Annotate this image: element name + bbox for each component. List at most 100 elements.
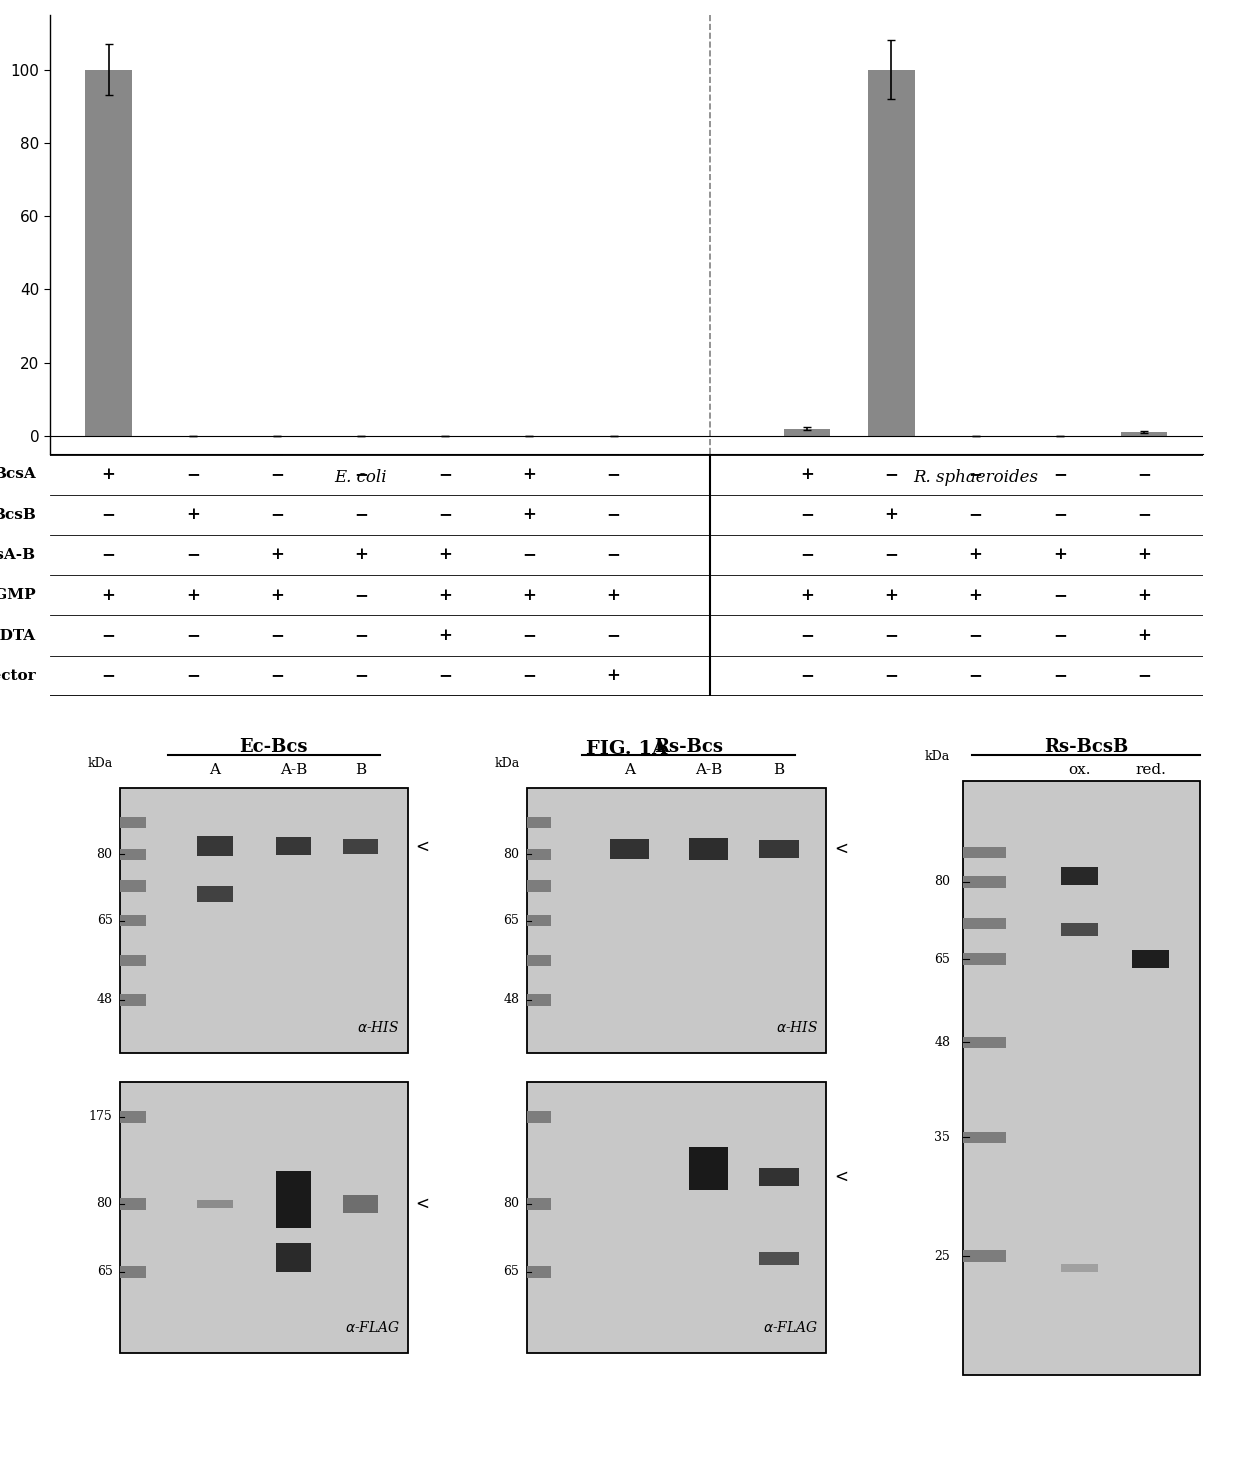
Bar bbox=[688, 839, 728, 859]
Text: +: + bbox=[355, 546, 368, 564]
Bar bbox=[197, 1199, 233, 1208]
Bar bbox=[962, 954, 1006, 964]
Text: +: + bbox=[438, 587, 453, 603]
Text: +: + bbox=[102, 466, 115, 484]
Bar bbox=[120, 1112, 146, 1122]
Bar bbox=[120, 881, 146, 891]
Text: −: − bbox=[884, 668, 898, 684]
Text: Rs-Bcs: Rs-Bcs bbox=[655, 738, 723, 757]
Text: 65: 65 bbox=[503, 1265, 520, 1278]
Bar bbox=[527, 881, 551, 891]
Text: +: + bbox=[438, 627, 453, 644]
Text: $\alpha$-FLAG: $\alpha$-FLAG bbox=[345, 1321, 399, 1335]
Text: 65: 65 bbox=[97, 915, 113, 928]
Bar bbox=[120, 787, 408, 1053]
Text: −: − bbox=[884, 627, 898, 644]
Text: −: − bbox=[522, 546, 537, 564]
Text: B: B bbox=[774, 763, 785, 777]
Text: 65: 65 bbox=[503, 915, 520, 928]
Text: −: − bbox=[355, 506, 368, 523]
Bar bbox=[120, 1267, 146, 1277]
Text: +: + bbox=[186, 587, 200, 603]
Bar bbox=[86, 70, 131, 435]
Text: 80: 80 bbox=[97, 1198, 113, 1210]
Text: −: − bbox=[800, 546, 815, 564]
Bar bbox=[197, 836, 233, 856]
Bar bbox=[527, 787, 826, 1053]
Text: Vector: Vector bbox=[0, 669, 36, 682]
Text: kDa: kDa bbox=[495, 757, 520, 770]
Text: −: − bbox=[438, 506, 453, 523]
Bar bbox=[962, 1251, 1006, 1262]
Bar bbox=[527, 1198, 551, 1210]
Text: −: − bbox=[438, 668, 453, 684]
Text: −: − bbox=[355, 466, 368, 484]
Bar bbox=[197, 887, 233, 901]
Bar bbox=[962, 782, 1200, 1375]
Bar bbox=[120, 954, 146, 966]
Text: <: < bbox=[835, 840, 848, 858]
Text: −: − bbox=[355, 587, 368, 603]
Bar bbox=[1121, 432, 1167, 435]
Bar bbox=[120, 817, 146, 828]
Text: −: − bbox=[102, 627, 115, 644]
Text: +: + bbox=[186, 506, 200, 523]
Text: Rs-BcsB: Rs-BcsB bbox=[1044, 738, 1128, 757]
Text: Ec-Bcs: Ec-Bcs bbox=[239, 738, 308, 757]
Text: −: − bbox=[522, 668, 537, 684]
Bar bbox=[527, 1081, 826, 1353]
Text: 48: 48 bbox=[97, 993, 113, 1007]
Bar bbox=[759, 1167, 799, 1186]
Text: +: + bbox=[800, 587, 815, 603]
Text: BcsB: BcsB bbox=[0, 507, 36, 522]
Text: BcsA: BcsA bbox=[0, 468, 36, 481]
Bar bbox=[759, 840, 799, 858]
Text: −: − bbox=[102, 668, 115, 684]
Text: +: + bbox=[102, 587, 115, 603]
Text: −: − bbox=[884, 546, 898, 564]
Text: −: − bbox=[606, 546, 620, 564]
Text: −: − bbox=[1137, 668, 1151, 684]
Text: −: − bbox=[270, 466, 284, 484]
Text: +: + bbox=[606, 587, 620, 603]
Text: −: − bbox=[1053, 627, 1066, 644]
Bar bbox=[275, 1243, 311, 1273]
Text: −: − bbox=[1053, 587, 1066, 603]
Text: −: − bbox=[186, 546, 200, 564]
Text: +: + bbox=[1137, 587, 1151, 603]
Text: 80: 80 bbox=[503, 1198, 520, 1210]
Text: −: − bbox=[355, 627, 368, 644]
Text: −: − bbox=[800, 506, 815, 523]
Text: <: < bbox=[835, 1167, 848, 1186]
Bar bbox=[1132, 950, 1169, 969]
Text: −: − bbox=[1053, 466, 1066, 484]
Bar bbox=[275, 1172, 311, 1229]
Text: FIG. 1A: FIG. 1A bbox=[585, 739, 667, 757]
Text: −: − bbox=[968, 668, 982, 684]
Text: 175: 175 bbox=[89, 1110, 113, 1124]
Text: −: − bbox=[186, 627, 200, 644]
Text: A: A bbox=[624, 763, 635, 777]
Text: A-B: A-B bbox=[694, 763, 722, 777]
Text: 48: 48 bbox=[934, 1036, 950, 1049]
Text: $\alpha$-HIS: $\alpha$-HIS bbox=[357, 1020, 399, 1034]
Text: 25: 25 bbox=[935, 1249, 950, 1262]
Text: −: − bbox=[968, 506, 982, 523]
Bar bbox=[868, 70, 915, 435]
Text: 80: 80 bbox=[503, 847, 520, 861]
Bar bbox=[688, 1147, 728, 1191]
Text: −: − bbox=[270, 627, 284, 644]
Text: 80: 80 bbox=[97, 847, 113, 861]
Text: E. coli: E. coli bbox=[335, 469, 387, 487]
Text: −: − bbox=[1137, 506, 1151, 523]
Bar bbox=[120, 915, 146, 926]
Text: BcsA-B: BcsA-B bbox=[0, 548, 36, 562]
Text: $\alpha$-HIS: $\alpha$-HIS bbox=[776, 1020, 818, 1034]
Text: +: + bbox=[522, 466, 537, 484]
Text: −: − bbox=[102, 546, 115, 564]
Text: −: − bbox=[355, 668, 368, 684]
Bar bbox=[962, 918, 1006, 929]
Text: +: + bbox=[522, 506, 537, 523]
Text: −: − bbox=[968, 627, 982, 644]
Text: +: + bbox=[800, 466, 815, 484]
